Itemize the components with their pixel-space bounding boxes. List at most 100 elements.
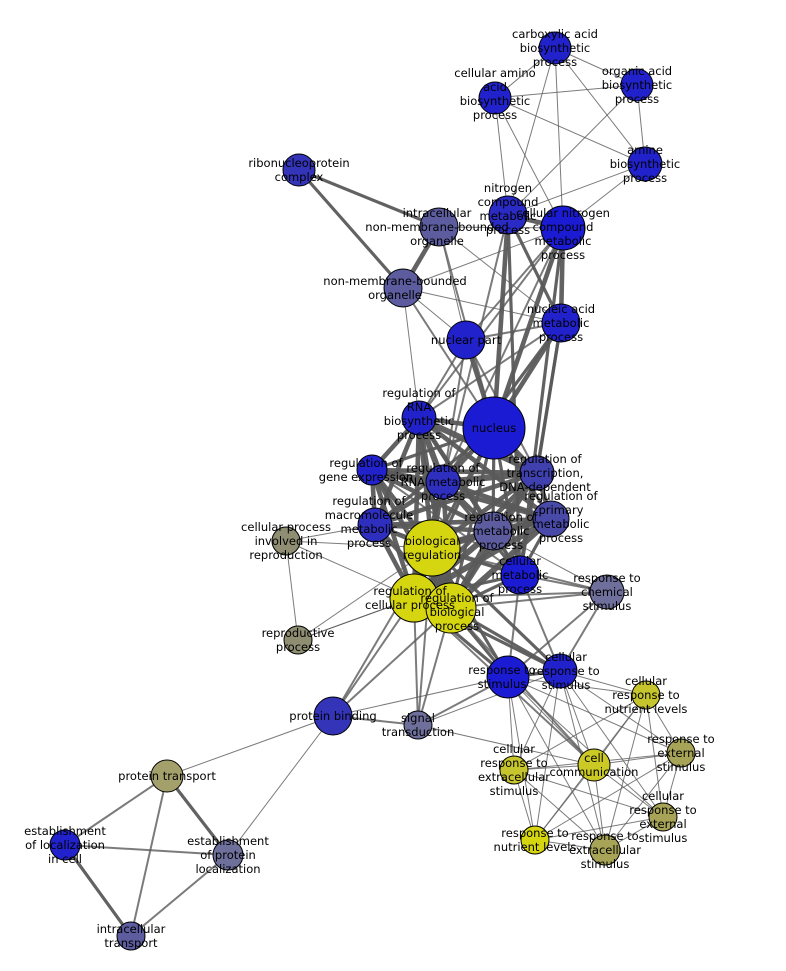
graph-node[interactable] <box>150 759 184 793</box>
graph-edge <box>438 226 562 324</box>
graph-edge <box>64 844 229 856</box>
graph-edge <box>507 47 556 216</box>
graph-node[interactable] <box>519 455 555 491</box>
graph-node[interactable] <box>446 320 486 360</box>
graph-edge <box>507 676 664 818</box>
graph-edge <box>369 467 554 522</box>
graph-edge <box>332 676 509 717</box>
graph-node[interactable] <box>49 829 81 861</box>
graph-edge <box>507 676 647 696</box>
graph-node[interactable] <box>620 68 654 102</box>
graph-edge <box>402 287 420 419</box>
graph-edge <box>416 415 554 522</box>
graph-node[interactable] <box>589 574 625 610</box>
graph-edge <box>417 670 561 726</box>
graph-node[interactable] <box>488 195 528 235</box>
graph-edge <box>494 97 646 165</box>
graph-node[interactable] <box>282 153 316 187</box>
graph-node[interactable] <box>520 825 550 855</box>
graph-edge <box>507 591 608 678</box>
graph-edge <box>534 752 682 841</box>
graph-node[interactable] <box>538 31 572 65</box>
graph-edge <box>130 775 168 937</box>
graph-edge <box>417 547 433 726</box>
graph-node[interactable] <box>401 400 437 436</box>
graph-node[interactable] <box>419 207 459 247</box>
graph-edge <box>64 775 168 846</box>
graph-edge <box>559 670 664 818</box>
graph-node[interactable] <box>356 454 388 486</box>
graph-node[interactable] <box>532 500 570 538</box>
graph-node[interactable] <box>357 507 393 543</box>
graph-node[interactable] <box>271 526 301 556</box>
graph-edge <box>513 670 561 771</box>
graph-edge <box>285 540 299 641</box>
graph-edge <box>372 470 540 528</box>
graph-edge <box>534 816 664 841</box>
graph-node[interactable] <box>462 396 526 460</box>
graph-node[interactable] <box>666 738 696 768</box>
graph-node[interactable] <box>542 653 578 689</box>
graph-node[interactable] <box>283 625 313 655</box>
graph-edge <box>559 670 682 754</box>
graph-node[interactable] <box>116 921 146 951</box>
graph-edge <box>332 607 452 717</box>
graph-node[interactable] <box>648 802 678 832</box>
graph-edge <box>402 227 564 289</box>
graph-node[interactable] <box>631 680 661 710</box>
graph-edge <box>130 854 229 937</box>
graph-edge <box>402 287 562 324</box>
graph-node[interactable] <box>500 555 540 595</box>
graph-edge <box>494 97 509 216</box>
graph-edge <box>418 322 562 419</box>
graph-edge <box>417 724 595 766</box>
graph-edge <box>554 47 646 165</box>
graph-node[interactable] <box>425 582 477 634</box>
graph-edge <box>534 670 561 841</box>
graph-node[interactable] <box>541 303 581 343</box>
edge-layer <box>63 47 682 938</box>
graph-edge <box>513 769 606 851</box>
graph-node[interactable] <box>589 834 621 866</box>
graph-edge <box>513 769 664 818</box>
graph-edge <box>227 715 334 856</box>
node-layer <box>49 31 696 951</box>
graph-node[interactable] <box>473 511 513 551</box>
label-layer: carboxylic acid biosynthetic processorgani… <box>24 27 715 950</box>
graph-node[interactable] <box>425 464 461 500</box>
graph-node[interactable] <box>499 755 529 785</box>
graph-node[interactable] <box>486 655 530 699</box>
graph-edge <box>411 516 554 601</box>
graph-node[interactable] <box>577 748 611 782</box>
graph-edge <box>166 715 334 777</box>
graph-edge <box>518 226 565 577</box>
graph-edge <box>297 168 441 229</box>
graph-edge <box>507 84 638 216</box>
graph-edge <box>450 591 608 609</box>
graph-node[interactable] <box>403 519 461 577</box>
graph-edge <box>297 168 405 290</box>
graph-node[interactable] <box>212 839 244 871</box>
graph-node[interactable] <box>478 81 512 115</box>
graph-edge <box>554 47 564 229</box>
graph-node[interactable] <box>383 268 423 308</box>
graph-edge <box>604 694 647 851</box>
graph-edge <box>507 163 646 216</box>
graph-edge <box>165 774 230 857</box>
graph-node[interactable] <box>403 710 433 740</box>
graph-edge <box>465 227 564 341</box>
graph-node[interactable] <box>627 146 663 182</box>
graph-edge <box>507 676 606 851</box>
graph-edge <box>494 97 564 229</box>
graph-edge <box>372 516 554 528</box>
graph-node[interactable] <box>313 696 353 736</box>
graph-node[interactable] <box>540 205 586 251</box>
graph-edge <box>494 84 638 99</box>
graph-edge <box>491 212 511 431</box>
graph-edge <box>513 694 647 771</box>
graph-edge <box>418 227 564 419</box>
graph-edge <box>535 321 563 475</box>
graph-edge <box>63 843 133 938</box>
